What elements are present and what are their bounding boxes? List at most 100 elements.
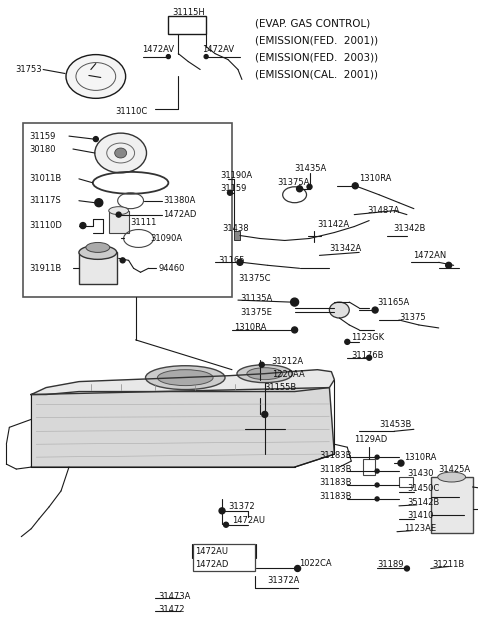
Text: 31110D: 31110D (29, 221, 62, 230)
Text: 31753: 31753 (15, 65, 42, 74)
Circle shape (375, 497, 379, 501)
Bar (109, 211, 129, 233)
Text: 31183B: 31183B (320, 451, 352, 460)
Text: 1472AU: 1472AU (195, 547, 228, 556)
Text: 31375A: 31375A (278, 178, 310, 188)
Text: 31435A: 31435A (295, 165, 327, 174)
Text: 31425A: 31425A (439, 464, 471, 474)
Bar (23, 123, 232, 297)
Circle shape (398, 460, 404, 466)
Circle shape (219, 508, 225, 514)
Text: 31135A: 31135A (240, 294, 272, 303)
Text: 31372: 31372 (228, 502, 254, 511)
Text: 31380A: 31380A (163, 197, 196, 205)
Bar (79, 252, 117, 284)
Ellipse shape (86, 242, 110, 252)
Polygon shape (31, 370, 335, 394)
Text: 35142B: 35142B (407, 499, 439, 508)
Ellipse shape (79, 245, 117, 259)
Text: 31117S: 31117S (29, 197, 61, 205)
Text: 31115H: 31115H (172, 8, 205, 17)
Text: 31159: 31159 (220, 184, 246, 193)
Text: 94460: 94460 (158, 264, 185, 273)
Text: (EMISSION(FED.  2003)): (EMISSION(FED. 2003)) (255, 53, 378, 62)
Bar (193, 544, 255, 572)
Ellipse shape (438, 472, 466, 482)
Text: 31342B: 31342B (393, 224, 425, 233)
Text: 1310RA: 1310RA (359, 174, 392, 183)
Circle shape (259, 363, 264, 367)
Text: 1123GK: 1123GK (351, 333, 384, 342)
Text: 1022CA: 1022CA (300, 559, 332, 568)
Bar (363, 459, 375, 475)
Text: (EMISSION(CAL.  2001)): (EMISSION(CAL. 2001)) (255, 69, 378, 80)
Text: (EVAP. GAS CONTROL): (EVAP. GAS CONTROL) (255, 19, 370, 29)
Text: 31183B: 31183B (320, 464, 352, 474)
Text: 1310RA: 1310RA (234, 324, 266, 333)
Text: 31183B: 31183B (320, 478, 352, 488)
Text: 31375C: 31375C (238, 273, 270, 283)
Bar (399, 477, 413, 487)
Text: 1472AU: 1472AU (232, 516, 265, 525)
Text: 31342A: 31342A (329, 244, 361, 253)
Circle shape (95, 198, 103, 207)
Text: 31212A: 31212A (272, 357, 304, 366)
Circle shape (290, 298, 299, 306)
Text: 31375: 31375 (399, 314, 426, 322)
Text: 31176B: 31176B (351, 351, 384, 360)
Circle shape (237, 259, 243, 265)
Text: 31159: 31159 (29, 132, 56, 141)
Text: 1472AD: 1472AD (195, 560, 228, 569)
Polygon shape (31, 387, 335, 467)
Bar (254, 380, 266, 398)
Ellipse shape (109, 207, 129, 214)
Circle shape (345, 340, 350, 344)
Circle shape (295, 565, 300, 572)
Text: 1129AD: 1129AD (354, 435, 387, 444)
Text: 31189: 31189 (377, 560, 404, 569)
Text: 30180: 30180 (29, 144, 56, 153)
Circle shape (228, 190, 232, 195)
Circle shape (93, 137, 98, 142)
Ellipse shape (247, 368, 283, 380)
Circle shape (405, 566, 409, 571)
Ellipse shape (115, 148, 127, 158)
Circle shape (446, 262, 452, 268)
Circle shape (224, 522, 228, 527)
Text: 1472AV: 1472AV (143, 45, 175, 54)
Circle shape (375, 469, 379, 473)
Text: 31183B: 31183B (320, 492, 352, 501)
Circle shape (292, 327, 298, 333)
Circle shape (372, 307, 378, 313)
Circle shape (204, 55, 208, 59)
Text: 31375E: 31375E (240, 308, 272, 317)
Ellipse shape (157, 370, 213, 385)
Text: 31438: 31438 (222, 224, 249, 233)
Circle shape (167, 55, 170, 59)
Ellipse shape (145, 366, 225, 390)
Text: 31165A: 31165A (377, 298, 409, 307)
Ellipse shape (66, 55, 126, 99)
Text: 1472AN: 1472AN (413, 251, 446, 260)
Text: 31142A: 31142A (317, 220, 349, 229)
Ellipse shape (329, 302, 349, 318)
Text: 31190A: 31190A (220, 171, 252, 181)
Text: 31090A: 31090A (151, 234, 182, 243)
Text: 31155B: 31155B (265, 383, 297, 392)
Text: (EMISSION(FED.  2001)): (EMISSION(FED. 2001)) (255, 36, 378, 46)
Circle shape (352, 183, 358, 189)
Text: 31211B: 31211B (433, 560, 465, 569)
Text: 31111: 31111 (131, 218, 157, 227)
Circle shape (116, 212, 121, 217)
Text: 1220AA: 1220AA (272, 370, 304, 379)
Circle shape (120, 258, 125, 263)
Text: 31911B: 31911B (29, 264, 61, 273)
Bar (431, 477, 472, 533)
Circle shape (297, 186, 302, 192)
Text: 1472AD: 1472AD (163, 210, 197, 219)
Text: 31453B: 31453B (379, 420, 411, 429)
Circle shape (367, 356, 372, 360)
Text: 31430: 31430 (407, 469, 433, 478)
Text: 31487A: 31487A (367, 206, 399, 215)
Circle shape (375, 455, 379, 459)
